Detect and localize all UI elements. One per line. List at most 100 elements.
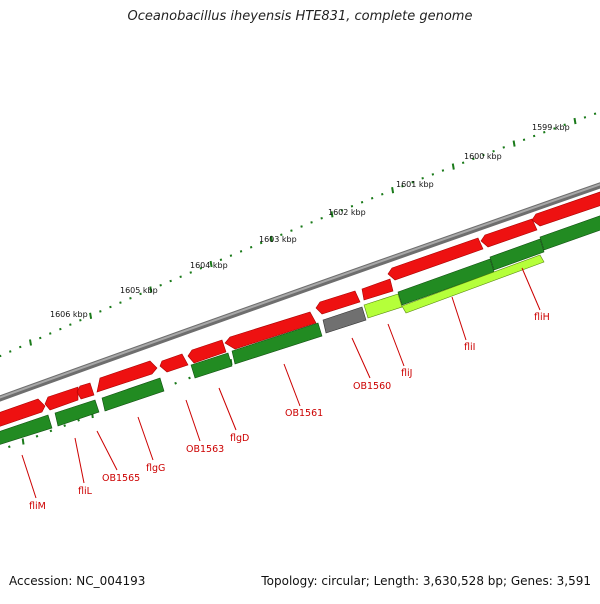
minor-tick	[360, 200, 364, 204]
minor-tick	[543, 131, 546, 134]
minor-tick	[189, 271, 192, 274]
minor-tick	[553, 127, 556, 130]
gene-arrow[interactable]	[531, 191, 600, 227]
minor-tick	[401, 184, 404, 188]
forward-strand-genes	[0, 191, 600, 428]
major-tick	[573, 117, 577, 125]
minor-tick	[411, 181, 414, 184]
gene-label-flih[interactable]: fliH	[534, 312, 550, 323]
gene-arrow[interactable]	[315, 290, 361, 315]
gene-label-flii[interactable]: fliI	[464, 342, 475, 353]
minor-tick	[79, 318, 82, 322]
major-tick	[89, 312, 93, 319]
minor-tick	[532, 134, 536, 138]
inner-tick	[35, 434, 39, 438]
gene-arrow[interactable]	[187, 339, 227, 364]
tick-label: 1604 kbp	[190, 261, 228, 270]
inner-tick	[49, 429, 53, 433]
gene-label-ob1561[interactable]: OB1561	[285, 408, 323, 419]
major-tick	[512, 140, 516, 147]
gene-arrow[interactable]	[44, 386, 79, 411]
minor-tick	[340, 208, 344, 212]
tick-label: 1602 kbp	[328, 208, 366, 217]
reverse-strand-genes	[0, 214, 600, 446]
minor-tick	[290, 229, 293, 232]
minor-tick	[381, 192, 384, 196]
minor-tick	[119, 301, 122, 304]
tick-label: 1601 kbp	[396, 180, 434, 189]
minor-tick	[259, 241, 263, 245]
inner-tick	[7, 445, 11, 449]
gene-label-flij[interactable]: fliJ	[401, 368, 412, 379]
minor-tick	[492, 149, 495, 153]
minor-tick	[563, 123, 566, 127]
gene-arrow[interactable]	[361, 278, 394, 301]
inner-tick	[21, 438, 25, 445]
tick-label: 1599 kbp	[532, 123, 570, 132]
minor-tick	[300, 225, 303, 228]
major-tick	[270, 235, 273, 243]
tick-label: 1603 kbp	[259, 235, 297, 244]
gene-arrow[interactable]	[489, 238, 545, 271]
gene-arrow[interactable]	[387, 237, 484, 281]
minor-tick	[370, 196, 374, 200]
minor-tick	[219, 258, 223, 262]
gene-arrow[interactable]	[363, 293, 403, 319]
gene-label-ob1560[interactable]: OB1560	[353, 381, 391, 392]
minor-tick	[109, 305, 112, 309]
minor-tick	[129, 297, 132, 300]
gene-arrow[interactable]	[401, 254, 545, 314]
minor-tick	[593, 112, 597, 115]
minor-tick	[239, 250, 243, 253]
gene-arrow[interactable]	[322, 306, 367, 334]
gene-arrow[interactable]	[159, 353, 189, 373]
gene-arrow[interactable]	[96, 360, 158, 393]
minor-tick	[99, 310, 102, 313]
gene-arrow[interactable]	[539, 214, 600, 251]
gene-label-flim[interactable]: fliM	[29, 501, 46, 512]
gene-arrow[interactable]	[224, 311, 317, 350]
minor-tick	[431, 173, 435, 176]
gene-label-ob1565[interactable]: OB1565	[102, 473, 140, 484]
gene-label-flgd[interactable]: flgD	[230, 433, 249, 444]
minor-tick	[0, 354, 2, 358]
gene-labels: fliH fliI fliJ OB1560 OB1561 flgD OB1563…	[29, 312, 550, 512]
gene-arrow[interactable]	[101, 377, 165, 412]
minor-tick	[472, 157, 475, 161]
minor-tick	[169, 279, 172, 283]
major-tick	[149, 286, 153, 293]
minor-tick	[421, 177, 424, 180]
gene-arrow[interactable]	[54, 399, 100, 427]
tick-label: 1605 kbp	[120, 286, 158, 295]
major-tick	[29, 339, 32, 346]
tick-label: 1606 kbp	[50, 310, 88, 319]
gene-label-ob1563[interactable]: OB1563	[186, 444, 224, 455]
gene-label-flil[interactable]: fliL	[78, 486, 93, 497]
genome-backbone	[0, 182, 600, 402]
genome-stats-text: Topology: circular; Length: 3,630,528 bp…	[261, 574, 591, 588]
map-title: Oceanobacillus iheyensis HTE831, complet…	[127, 9, 473, 24]
gene-arrow[interactable]	[231, 322, 323, 365]
minor-tick	[522, 138, 526, 142]
minor-tick	[502, 146, 505, 149]
major-tick	[330, 211, 334, 218]
minor-tick	[583, 116, 587, 119]
minor-tick	[229, 254, 233, 257]
minor-tick	[69, 323, 72, 326]
minor-tick	[59, 327, 62, 331]
minor-tick	[19, 345, 22, 349]
inner-tick	[188, 376, 191, 380]
gene-arrow[interactable]	[480, 218, 538, 248]
inner-tick	[63, 424, 67, 427]
major-tick	[391, 187, 395, 194]
minor-tick	[320, 217, 323, 220]
minor-tick	[441, 169, 445, 172]
gene-arrow[interactable]	[76, 382, 95, 400]
gene-label-flgg[interactable]: flgG	[146, 463, 165, 474]
minor-tick	[350, 204, 354, 208]
gene-arrow[interactable]	[0, 398, 46, 428]
gene-arrow[interactable]	[190, 352, 233, 379]
gene-arrow[interactable]	[0, 414, 53, 446]
major-tick	[451, 163, 455, 170]
